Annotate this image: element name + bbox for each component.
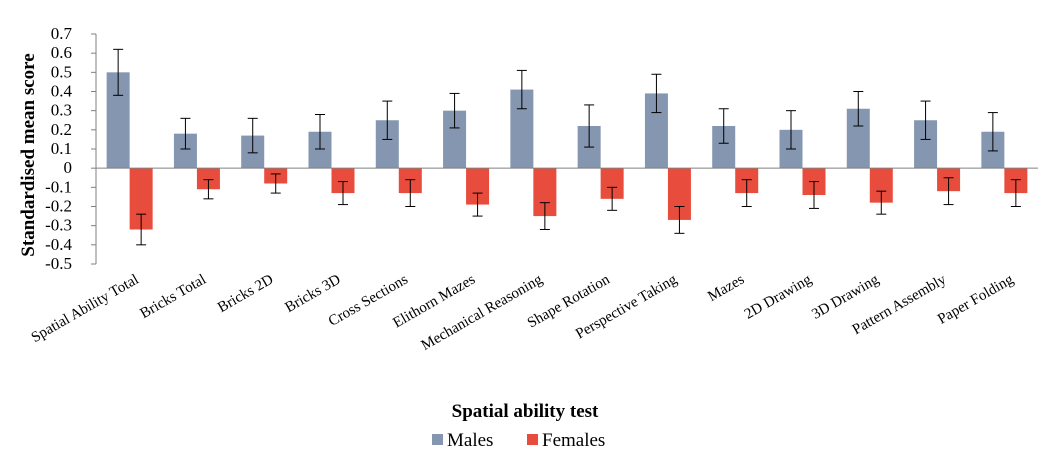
y-tick-label: 0.5 bbox=[51, 62, 72, 81]
bar-females bbox=[129, 168, 153, 230]
y-axis-title: Standardised mean score bbox=[18, 53, 39, 256]
bar-males bbox=[712, 126, 736, 169]
x-category-label: Paper Folding bbox=[935, 271, 1017, 327]
y-axis-title-group: Standardised mean score bbox=[18, 53, 39, 256]
bar-males bbox=[644, 93, 668, 169]
y-tick-label: 0.6 bbox=[51, 43, 72, 62]
plot-area: 0.70.60.50.40.30.20.10-0.1-0.2-0.3-0.4-0… bbox=[29, 24, 1038, 354]
bar-females bbox=[869, 168, 893, 203]
y-tick-label: -0.5 bbox=[45, 254, 72, 273]
legend-label-males: Males bbox=[447, 430, 493, 451]
bar-males bbox=[846, 108, 870, 169]
bar-males bbox=[443, 110, 467, 169]
y-tick-label: -0.4 bbox=[45, 235, 72, 254]
x-category-label: 2D Drawing bbox=[742, 271, 815, 322]
y-tick-label: 0.2 bbox=[51, 120, 72, 139]
bar-females bbox=[466, 168, 490, 205]
y-tick-label: 0.1 bbox=[51, 139, 72, 158]
legend-label-females: Females bbox=[542, 430, 605, 451]
x-category-label: Bricks 3D bbox=[282, 272, 343, 317]
x-axis-title: Spatial ability test bbox=[452, 401, 599, 422]
x-category-label: Spatial Ability Total bbox=[29, 272, 142, 346]
legend-swatch-females bbox=[527, 434, 538, 445]
y-tick-label: 0 bbox=[64, 158, 73, 177]
x-category-label: Bricks Total bbox=[137, 272, 208, 322]
y-tick-label: 0.7 bbox=[51, 24, 73, 43]
y-tick-label: -0.1 bbox=[45, 177, 72, 196]
bar-females bbox=[533, 168, 557, 217]
bar-males bbox=[106, 72, 130, 169]
bar-males bbox=[375, 120, 399, 169]
bar-females bbox=[196, 168, 220, 190]
bar-males bbox=[308, 131, 332, 169]
y-tick-label: -0.3 bbox=[45, 216, 72, 235]
bar-females bbox=[600, 168, 624, 199]
x-category-label: Mechanical Reasoning bbox=[419, 271, 546, 354]
y-tick-label: -0.2 bbox=[45, 197, 72, 216]
bar-males bbox=[173, 133, 197, 169]
bar-males bbox=[914, 120, 938, 169]
y-tick-label: 0.4 bbox=[51, 82, 73, 101]
bar-males bbox=[510, 89, 534, 169]
legend-swatch-males bbox=[432, 434, 443, 445]
y-tick-label: 0.3 bbox=[51, 101, 72, 120]
legend: Males Females bbox=[432, 430, 605, 451]
bar-females bbox=[331, 168, 355, 194]
x-category-label: Mazes bbox=[705, 272, 747, 306]
x-category-label: Bricks 2D bbox=[215, 272, 276, 317]
bar-females bbox=[667, 168, 691, 220]
